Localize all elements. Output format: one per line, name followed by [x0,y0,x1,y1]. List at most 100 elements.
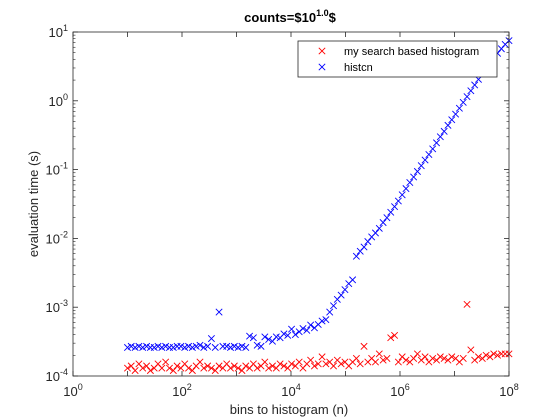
series-2-point-stroke-b [135,342,143,350]
series-1-point [226,364,235,372]
series-1-point [490,350,498,358]
series-1-point-stroke-b [352,354,360,362]
series-2-point-stroke-b [253,341,261,349]
y-tick-label: 10-2 [46,229,68,246]
series-2-point [261,333,269,341]
series-1-point [261,358,269,366]
plot-area [73,32,513,376]
series-2-point-stroke-b [391,203,399,211]
series-2-point [371,229,379,237]
series-2-point-stroke-b [375,224,383,232]
series-1-point [310,362,318,370]
y-tick-exponent: 1 [63,23,68,33]
series-1-point-stroke-b [318,353,326,361]
x-tick-exponent: 0 [78,382,83,392]
series-2-point-stroke-b [394,197,402,205]
chart-title-suffix: $ [329,10,337,25]
series-1-point-stroke-b [356,360,364,368]
series-2-point-stroke-b [364,238,372,246]
series-1-point-stroke-b [165,364,173,372]
series-1-point-stroke-b [234,364,242,372]
series-2-point-stroke-b [410,173,418,181]
series-1-point-stroke-b [127,362,135,370]
series-1-point-stroke-b [440,354,448,362]
legend-label-series-2: histcn [344,62,373,74]
series-1-point-stroke-b [410,354,418,362]
series-2-point-stroke-b [272,333,280,341]
series-1-point-stroke-b [196,358,204,366]
series-2-point [230,342,238,350]
series-2-point [337,291,345,299]
series-2-point-stroke-b [322,316,330,324]
series-2-point-stroke-b [299,324,307,333]
series-2-point [284,331,292,339]
series-1-point-stroke-b [391,331,399,339]
series-2-point-stroke-b [413,167,421,175]
series-1-point-stroke-b [181,360,189,368]
y-tick-exponent: 0 [63,92,68,102]
legend-label-series-1: my search based histogram [344,46,479,58]
series-1-point-stroke-b [474,353,482,361]
series-1-point [131,367,139,375]
legend-marker-series-1-x-stroke-b [318,47,326,55]
series-1-point-stroke-b [123,364,132,372]
series-1-point [146,367,154,375]
series-1-point-stroke-b [146,367,154,375]
series-2-point-stroke-b [341,286,349,294]
series-1-point-stroke-b [329,362,338,370]
x-tick-label: 100 [63,382,82,399]
series-1-point-stroke-b [337,360,345,368]
series-2-point-stroke-b [150,343,158,351]
x-tick-base: 10 [172,384,186,399]
series-1-point-stroke-b [490,350,498,358]
series-1-point-stroke-b [310,362,318,370]
series-1-point-stroke-b [375,350,383,358]
series-1-point-stroke-b [280,362,288,370]
series-2-point [288,325,296,333]
series-2-point-stroke-b [387,208,395,216]
series-1-point-stroke-b [143,362,151,370]
series-2-point-stroke-b [455,104,463,112]
series-2-point [417,162,425,170]
y-tick-base: 10 [49,94,63,109]
series-2-point-stroke-b [383,214,391,222]
series-1-point [139,364,147,372]
series-2-point-stroke-b [177,342,185,350]
series-2-point [154,342,162,350]
series-2-point [291,331,299,339]
series-1-point-stroke-b [223,360,231,368]
series-1-point-stroke-b [261,358,269,366]
series-1-point-stroke-b [371,358,379,366]
chart-title: counts=$101.0$ [244,8,336,25]
y-tick-exponent: -3 [60,298,68,308]
series-2-point-stroke-b [459,98,467,106]
series-1-point [276,360,284,368]
series-2-point [329,302,338,310]
series-1-point [383,354,391,362]
x-axis-label: bins to histogram (n) [230,402,349,417]
series-2-point-stroke-b [204,342,212,350]
series-2-point [364,238,372,246]
series-1-point-stroke-b [436,353,444,361]
y-tick-label: 10-1 [46,161,68,178]
series-1-point-stroke-b [421,353,429,361]
series-1-point [169,367,177,375]
series-2-point [413,167,421,175]
legend-marker-series-1-x [318,47,326,55]
series-2-point-stroke-b [436,133,444,141]
series-1-point-stroke-b [486,353,494,361]
series-1-point-stroke-b [135,360,143,368]
series-1-point-stroke-b [341,358,349,366]
series-2-point [452,110,460,118]
series-2-point-stroke-b [329,302,338,310]
series-2-point [185,342,193,350]
series-2-point-stroke-b [238,342,246,350]
series-2-point-stroke-b [284,331,292,339]
chart-title-base: counts=$10 [244,10,316,25]
x-tick-base: 10 [281,384,295,399]
series-2-point-stroke-b [158,343,166,351]
series-1-point-stroke-b [253,364,261,372]
series-2-point-stroke-b [349,276,357,284]
y-tick-base: 10 [46,163,60,178]
series-2-point [196,341,204,349]
